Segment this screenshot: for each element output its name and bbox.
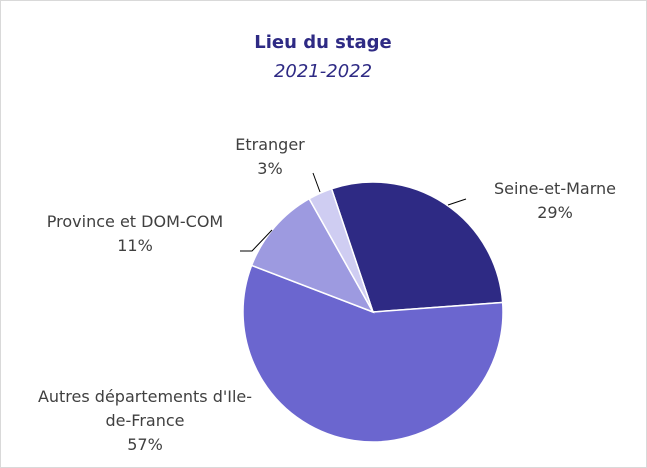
- data-label: Province et DOM-COM 11%: [15, 210, 255, 258]
- value-label: 3%: [257, 159, 283, 178]
- chart-title: Lieu du stage: [254, 32, 391, 53]
- value-label: 11%: [117, 236, 153, 255]
- category-label: Province et DOM-COM: [46, 212, 224, 231]
- leader-line: [240, 229, 273, 252]
- pie-slice: [242, 264, 504, 443]
- pie-slice: [308, 187, 374, 313]
- category-label: Autres départements d'Ile-de-France: [37, 387, 253, 430]
- data-label: Etranger 3%: [210, 133, 330, 181]
- pie: [242, 181, 504, 443]
- category-label: Etranger: [235, 135, 305, 154]
- data-label: Autres départements d'Ile-de-France 57%: [35, 385, 255, 457]
- leader-line: [447, 198, 467, 206]
- pie-slice: [250, 197, 375, 314]
- value-label: 29%: [537, 203, 573, 222]
- value-label: 57%: [127, 435, 163, 454]
- pie-slice: [330, 181, 504, 313]
- leader-lines: [240, 172, 467, 252]
- leader-line: [312, 172, 321, 193]
- data-label: Seine-et-Marne 29%: [455, 177, 647, 225]
- chart-subtitle: 2021-2022: [274, 61, 372, 82]
- category-label: Seine-et-Marne: [494, 179, 616, 198]
